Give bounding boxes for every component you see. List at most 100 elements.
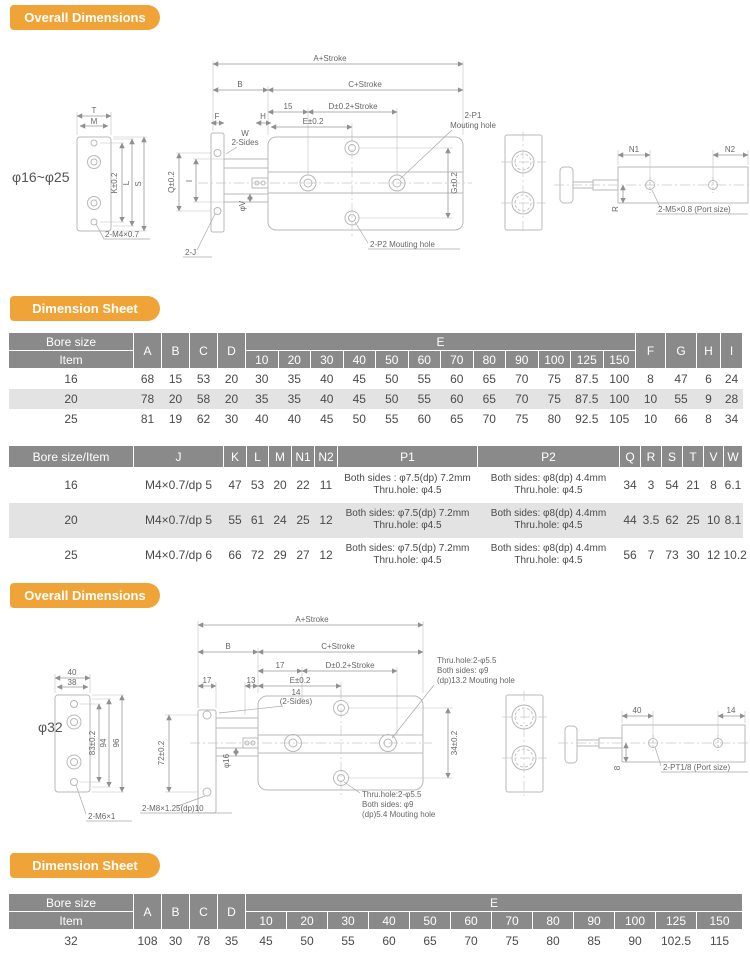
cell-e-9: 80 <box>547 411 561 426</box>
cell-b: 30 <box>168 933 183 948</box>
col-e20: 20 <box>277 350 311 369</box>
dim-m: M <box>91 117 98 126</box>
cell-line: Thru.hole: φ4.5 <box>373 555 442 566</box>
cell-e-0: 30 <box>255 371 269 386</box>
cell-n1: 25 <box>296 513 310 527</box>
cell-line: Thru.hole: φ4.5 <box>373 520 442 531</box>
cell-e-5: 60 <box>417 411 431 426</box>
table-row: 25 81 19 62 30 40 40 45 50 55 60 65 70 75 80 92.5 105 10 6… <box>9 409 743 429</box>
cell-line: Thru.hole: φ4.5 <box>514 485 583 497</box>
dim-17a: 17 <box>276 661 285 670</box>
dim-b: B <box>237 80 242 89</box>
dim-a: A+Stroke <box>313 55 347 63</box>
cell-q: 34 <box>623 478 637 493</box>
cell-n2: 12 <box>319 513 333 527</box>
cell-e-10: 102.5 <box>660 933 692 948</box>
dim-t: T <box>92 106 97 115</box>
col-t: T <box>682 445 704 468</box>
note-bottom-1: Thru.hole:2-φ5.5 <box>362 790 422 799</box>
col-n1: N1 <box>291 445 315 468</box>
cell-a: 68 <box>140 371 155 386</box>
cell-e-3: 45 <box>352 371 366 386</box>
cell-e-3: 60 <box>382 933 396 948</box>
dim-c: C+Stroke <box>321 642 355 651</box>
cell-e-11: 105 <box>609 411 630 426</box>
cell-item: 20 <box>64 391 78 406</box>
col-i: I <box>720 332 744 369</box>
dim-n1: N1 <box>629 145 640 154</box>
table-row: 16 M4×0.7/dp 5 47 53 20 22 11 Both sides : φ7.5… <box>9 468 743 503</box>
cell-m: 20 <box>273 478 287 493</box>
col-e50: 50 <box>409 911 451 930</box>
cell-p2: Both sides: φ8(dp) 4.4mm Thru.hole: φ4.5 <box>478 538 620 573</box>
dim-v: φV <box>238 200 247 211</box>
main-view: A+Stroke B C+Stroke 17 D±0.2+Stroke 13 E… <box>140 615 515 819</box>
col-d: D <box>217 332 246 369</box>
dim-a: A+Stroke <box>295 615 329 624</box>
cell-line: Both sides : φ7.5(dp) 7.2mm <box>344 473 471 485</box>
dim-w-sides: 2-Sides <box>231 138 258 147</box>
cell-j: M4×0.7/dp 6 <box>144 548 213 562</box>
cell-line: Both sides: φ7.5(dp) 7.2mm <box>345 508 470 519</box>
cell-e-10: 87.5 <box>575 371 599 386</box>
cell-e-7: 80 <box>546 933 560 948</box>
cell-h: 8 <box>705 411 712 426</box>
dim-l: L <box>122 180 131 185</box>
dimension-table-2: Bore size/Item J K L M N1 N2 P1 P2 Q R S… <box>8 445 747 573</box>
col-e-group: E <box>244 893 744 912</box>
cell-e-2: 40 <box>320 371 334 386</box>
cell-e-0: 45 <box>259 933 273 948</box>
cell-d: 20 <box>224 371 239 386</box>
col-c: C <box>189 332 218 369</box>
cell-d: 30 <box>224 411 239 426</box>
cell-m: 24 <box>273 513 287 527</box>
col-e10: 10 <box>245 911 287 930</box>
col-e50: 50 <box>375 350 409 369</box>
cell-h: 9 <box>705 391 712 406</box>
cell-g: 66 <box>674 411 688 426</box>
cell-e-11: 100 <box>609 371 630 386</box>
col-n2: N2 <box>314 445 338 468</box>
cell-i: 34 <box>724 411 739 426</box>
cell-e-11: 100 <box>609 391 630 406</box>
col-j: J <box>133 445 224 468</box>
cell-m: 29 <box>273 548 287 562</box>
main-view: A+Stroke B C+Stroke 15 D±0.2+Stroke E±0.… <box>167 55 496 258</box>
cell-t: 21 <box>686 478 700 493</box>
cell-e-2: 55 <box>341 933 355 948</box>
col-p2: P2 <box>477 445 620 468</box>
col-l: L <box>246 445 269 468</box>
dim-n2: N2 <box>725 145 736 154</box>
cell-e-8: 70 <box>515 371 529 386</box>
cell-b: 20 <box>168 391 183 406</box>
dim-g: G±0.2 <box>450 172 459 194</box>
cell-e-4: 50 <box>385 391 399 406</box>
cell-e-8: 85 <box>587 933 601 948</box>
col-e90: 90 <box>505 350 539 369</box>
cell-p1: Both sides : φ7.5(dp) 7.2mm Thru.hole: φ4… <box>338 468 478 503</box>
cell-w: 8.1 <box>724 513 742 527</box>
col-b: B <box>161 332 190 369</box>
dim-s: S <box>134 181 143 186</box>
dim-83: 83±0.2 <box>88 730 97 755</box>
end-view: 40 38 83±0.2 94 96 2-M6×1 <box>54 668 132 822</box>
cell-p1: Both sides: φ7.5(dp) 7.2mm Thru.hole: φ4.… <box>338 538 478 573</box>
dim-40: 40 <box>68 668 77 677</box>
cell-l: 53 <box>250 478 265 493</box>
col-b: B <box>161 893 190 930</box>
col-e90: 90 <box>573 911 615 930</box>
note-bottom-3: (dp)5.4 Mouting hole <box>362 810 436 819</box>
table-row: 32 108 30 78 35 45 50 55 60 65 70 75 80 85 90 102.5 115 <box>9 930 743 952</box>
profile-view <box>501 131 546 234</box>
dim-d: D±0.2+Stroke <box>328 102 378 111</box>
cell-c: 78 <box>196 933 211 948</box>
note-bottom-2: Both sides: φ9 <box>362 800 414 809</box>
cell-l: 72 <box>250 548 265 562</box>
cell-l: 61 <box>250 513 265 527</box>
col-r: R <box>640 445 662 468</box>
col-bore-item: Bore size/Item <box>8 445 134 468</box>
dim-8: 8 <box>613 765 622 770</box>
p1-hole-label: 2-P1 <box>465 111 482 120</box>
end-view: T M K±0.2 L S 2-M4×0.7 <box>76 106 150 240</box>
